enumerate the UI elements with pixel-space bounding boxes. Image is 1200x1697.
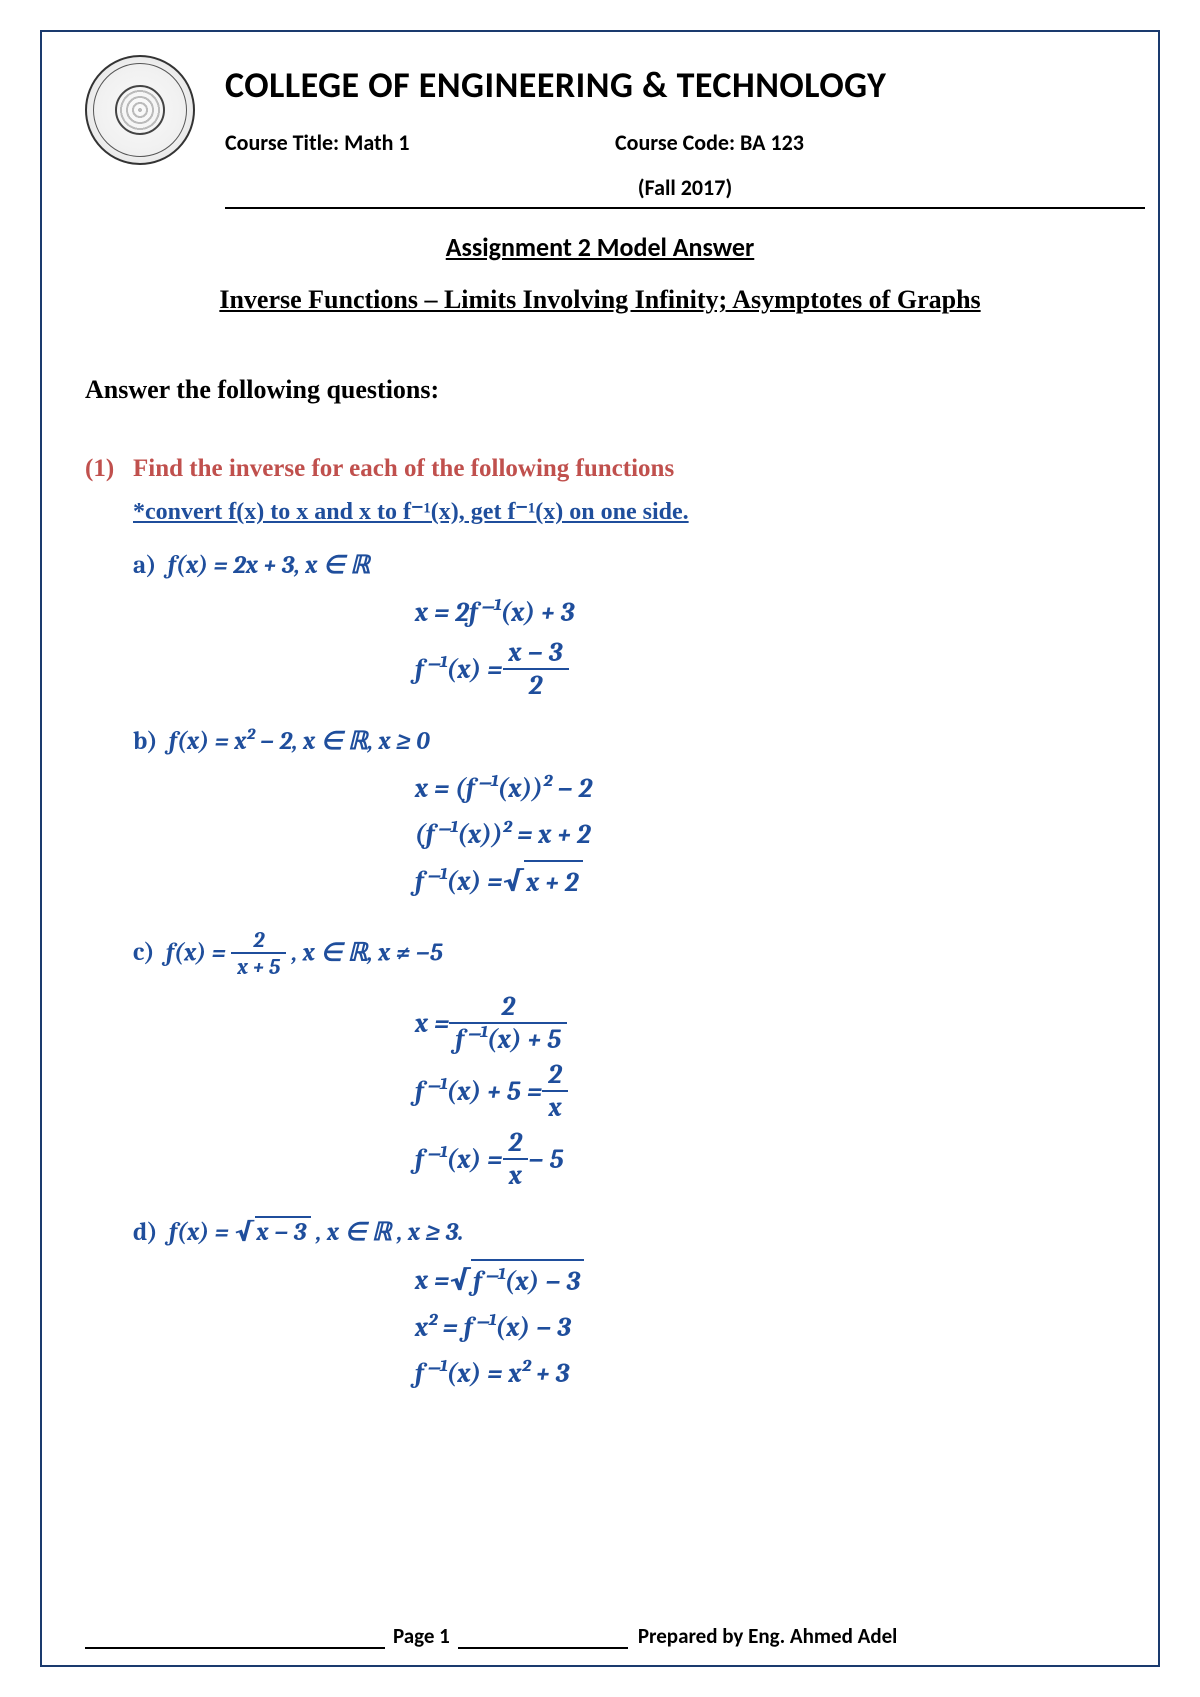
course-title: Course Title: Math 1 (225, 129, 615, 156)
q1c-step2-num: 2 (542, 1060, 568, 1092)
q1d-fn-tail: , x ∈ ℝ , x ≥ 3. (316, 1218, 463, 1247)
q1c-step3-tail: − 5 (528, 1139, 563, 1181)
q1a-step2: f⁻¹(x) = x − 3 2 (415, 638, 1115, 702)
q1c-fn-frac: 2 x + 5 (231, 928, 286, 981)
q1d-label: d) (133, 1218, 157, 1247)
footer-line-right (458, 1647, 628, 1649)
sqrt-icon: √ (503, 860, 525, 904)
assignment-title: Assignment 2 Model Answer (85, 231, 1115, 263)
q1d-step1-sqrt: √ f⁻¹(x) − 3 (449, 1259, 584, 1303)
q1b-work: x = (f⁻¹(x))² − 2 (f⁻¹(x))² = x + 2 f⁻¹(… (415, 768, 1115, 904)
page-number: Page 1 (385, 1623, 458, 1649)
semester: (Fall 2017) (225, 174, 1145, 201)
q1c-step1-den: f⁻¹(x) + 5 (449, 1024, 567, 1056)
q1a-function: a) f(x) = 2x + 3, x ∈ ℝ (133, 550, 1115, 580)
q1c-step2-den: x (542, 1092, 568, 1124)
q1d-fn-sqrt: √ x − 3 (234, 1216, 310, 1247)
question-1: (1) Find the inverse for each of the fol… (85, 455, 1115, 1395)
q1c-step3-den: x (503, 1160, 529, 1192)
q1c-function: c) f(x) = 2 x + 5 , x ∈ ℝ, x ≠ −5 (133, 928, 1115, 981)
q1a-fn: f(x) = 2x + 3, x ∈ ℝ (168, 551, 370, 580)
q1b-fn: f(x) = x² − 2, x ∈ ℝ, x ≥ 0 (169, 727, 430, 756)
header-divider (225, 207, 1145, 209)
q1a-label: a) (133, 551, 156, 580)
q1d-step2: x² = f⁻¹(x) − 3 (415, 1307, 1115, 1349)
q1-header: (1) Find the inverse for each of the fol… (85, 455, 1115, 483)
footer-line-left (85, 1647, 385, 1649)
q1d-step1-rad: f⁻¹(x) − 3 (471, 1259, 584, 1303)
q1c-step2-frac: 2 x (542, 1060, 568, 1124)
q1d-fn-rad: x − 3 (255, 1216, 311, 1247)
header: COLLEGE OF ENGINEERING & TECHNOLOGY Cour… (85, 55, 1115, 209)
q1c-fn-den: x + 5 (231, 954, 286, 980)
q1c-step1: x = 2 f⁻¹(x) + 5 (415, 992, 1115, 1056)
q1b-step3-sqrt: √ x + 2 (503, 860, 583, 904)
q1a-step2-num: x − 3 (503, 638, 569, 670)
q1c-step3-frac: 2 x (503, 1128, 529, 1192)
q1d-step1: x = √ f⁻¹(x) − 3 (415, 1259, 1115, 1303)
q1a-step2-lhs: f⁻¹(x) = (415, 649, 503, 691)
q1b-step3-rad: x + 2 (524, 860, 582, 904)
q1d-step1-lhs: x = (415, 1260, 449, 1302)
sqrt-icon: √ (449, 1259, 471, 1303)
q1c-step1-frac: 2 f⁻¹(x) + 5 (449, 992, 567, 1056)
college-logo-icon (85, 55, 195, 165)
q1c-step3-num: 2 (503, 1128, 529, 1160)
q1c-fn-tail: , x ∈ ℝ, x ≠ −5 (292, 938, 443, 967)
q1c-label: c) (133, 938, 154, 967)
q1a-step2-frac: x − 3 2 (503, 638, 569, 702)
sqrt-icon: √ (234, 1216, 254, 1247)
q1a-step2-den: 2 (503, 670, 569, 702)
q1d-fn-lhs: f(x) = (169, 1218, 234, 1247)
q1c-fn-num: 2 (231, 928, 286, 954)
q1a-step1: x = 2f⁻¹(x) + 3 (415, 592, 1115, 634)
q1a-work: x = 2f⁻¹(x) + 3 f⁻¹(x) = x − 3 2 (415, 592, 1115, 702)
q1d-step3: f⁻¹(x) = x² + 3 (415, 1353, 1115, 1395)
q1d-work: x = √ f⁻¹(x) − 3 x² = f⁻¹(x) − 3 f⁻¹(x) … (415, 1259, 1115, 1395)
q1c-work: x = 2 f⁻¹(x) + 5 f⁻¹(x) + 5 = 2 x f⁻¹(x)… (415, 992, 1115, 1192)
q1c-fn-lhs: f(x) = (166, 938, 231, 967)
q1c-step2-lhs: f⁻¹(x) + 5 = (415, 1071, 542, 1113)
q1-hint: *convert f(x) to x and x to f⁻¹(x), get … (133, 497, 1115, 526)
prepared-by: Prepared by Eng. Ahmed Adel (628, 1623, 898, 1649)
q1-text: Find the inverse for each of the followi… (133, 455, 674, 483)
page-content: COLLEGE OF ENGINEERING & TECHNOLOGY Cour… (85, 55, 1115, 1399)
q1b-function: b) f(x) = x² − 2, x ∈ ℝ, x ≥ 0 (133, 726, 1115, 756)
header-text: COLLEGE OF ENGINEERING & TECHNOLOGY Cour… (225, 55, 1145, 209)
q1b-step1: x = (f⁻¹(x))² − 2 (415, 768, 1115, 810)
q1b-label: b) (133, 727, 157, 756)
topic-title: Inverse Functions – Limits Involving Inf… (85, 285, 1115, 315)
q1c-step3-lhs: f⁻¹(x) = (415, 1139, 503, 1181)
answer-heading: Answer the following questions: (85, 375, 1115, 405)
q1b-step3: f⁻¹(x) = √ x + 2 (415, 860, 1115, 904)
q1c-step2: f⁻¹(x) + 5 = 2 x (415, 1060, 1115, 1124)
q1c-step3: f⁻¹(x) = 2 x − 5 (415, 1128, 1115, 1192)
q1c-step1-lhs: x = (415, 1003, 449, 1045)
q1d-function: d) f(x) = √ x − 3 , x ∈ ℝ , x ≥ 3. (133, 1216, 1115, 1247)
q1-number: (1) (85, 455, 133, 483)
college-title: COLLEGE OF ENGINEERING & TECHNOLOGY (225, 63, 1145, 107)
q1b-step2: (f⁻¹(x))² = x + 2 (415, 814, 1115, 856)
course-code: Course Code: BA 123 (615, 129, 804, 156)
q1b-step3-lhs: f⁻¹(x) = (415, 861, 503, 903)
q1c-step1-num: 2 (449, 992, 567, 1024)
course-row: Course Title: Math 1 Course Code: BA 123 (225, 129, 1145, 156)
footer: Page 1 Prepared by Eng. Ahmed Adel (85, 1623, 1115, 1649)
